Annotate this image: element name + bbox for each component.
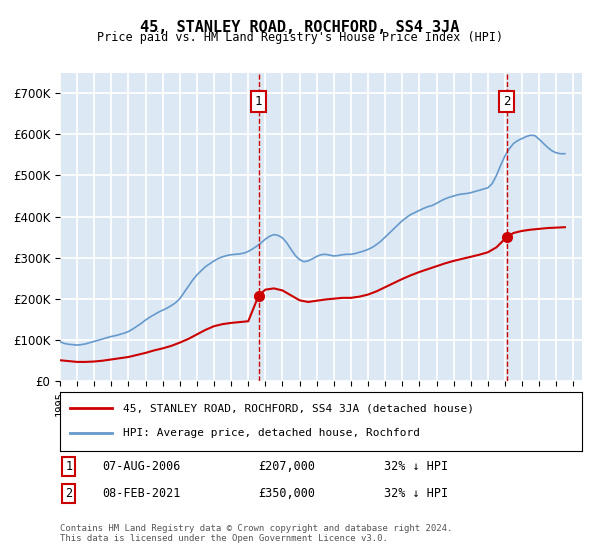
Text: 1: 1 (255, 95, 262, 108)
Text: Contains HM Land Registry data © Crown copyright and database right 2024.
This d: Contains HM Land Registry data © Crown c… (60, 524, 452, 543)
Text: £350,000: £350,000 (259, 487, 316, 500)
Text: 45, STANLEY ROAD, ROCHFORD, SS4 3JA: 45, STANLEY ROAD, ROCHFORD, SS4 3JA (140, 20, 460, 35)
Text: HPI: Average price, detached house, Rochford: HPI: Average price, detached house, Roch… (122, 428, 419, 438)
Text: 1: 1 (65, 460, 73, 473)
Text: 32% ↓ HPI: 32% ↓ HPI (383, 487, 448, 500)
Text: 07-AUG-2006: 07-AUG-2006 (102, 460, 180, 473)
Text: 32% ↓ HPI: 32% ↓ HPI (383, 460, 448, 473)
Text: 45, STANLEY ROAD, ROCHFORD, SS4 3JA (detached house): 45, STANLEY ROAD, ROCHFORD, SS4 3JA (det… (122, 403, 473, 413)
Text: 2: 2 (65, 487, 73, 500)
Text: £207,000: £207,000 (259, 460, 316, 473)
Text: 2: 2 (503, 95, 511, 108)
Text: Price paid vs. HM Land Registry's House Price Index (HPI): Price paid vs. HM Land Registry's House … (97, 31, 503, 44)
Text: 08-FEB-2021: 08-FEB-2021 (102, 487, 180, 500)
